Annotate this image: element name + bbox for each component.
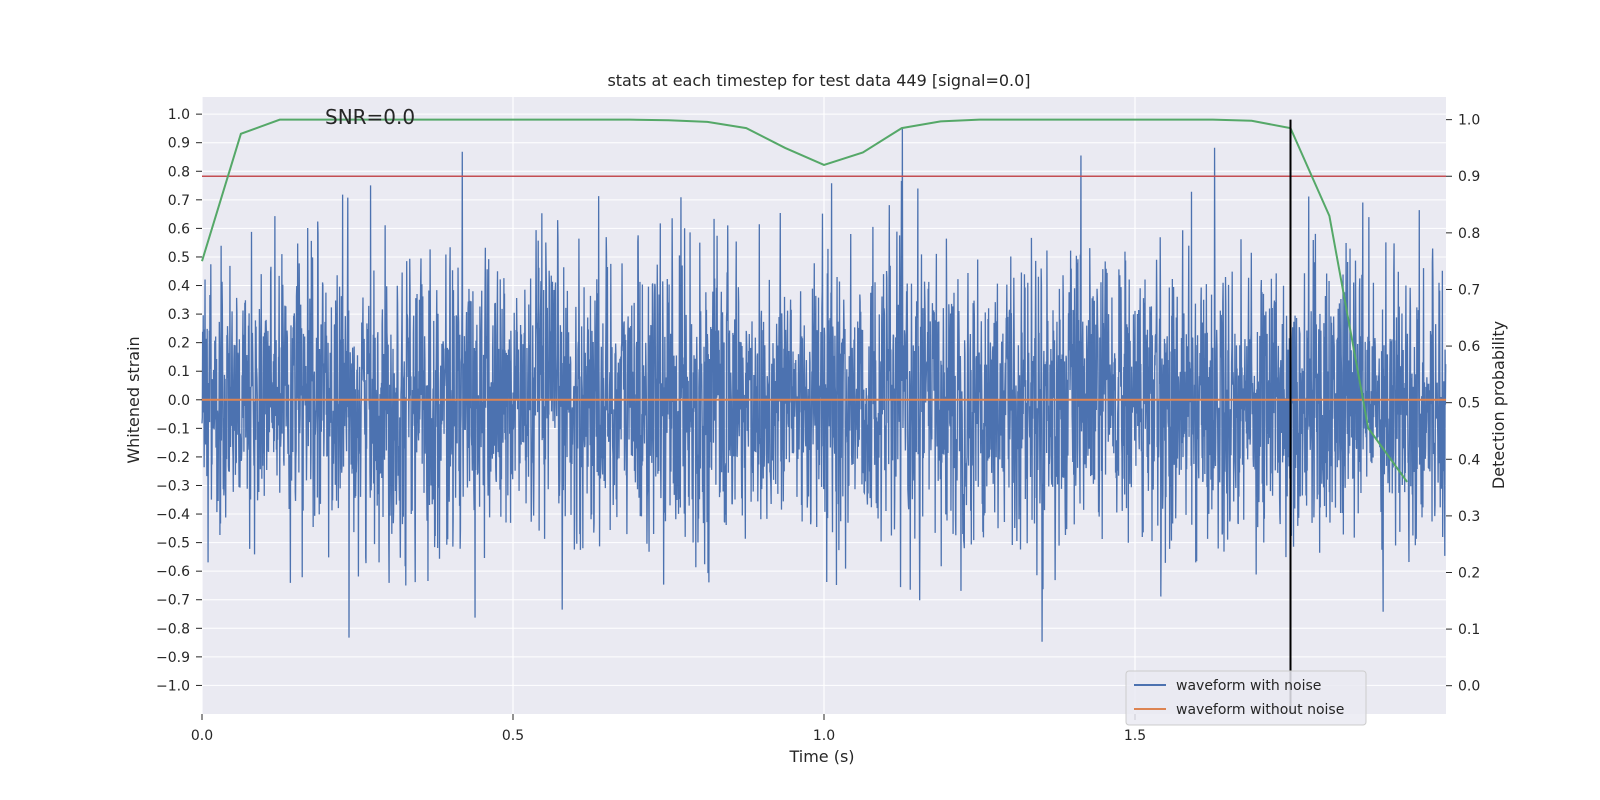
legend-label-clean: waveform without noise [1176,702,1344,718]
left-axis: −1.0 −0.9 −0.8 −0.7 −0.6 −0.5 −0.4 −0.3 −0.2 −0.1… [156,107,202,694]
left-tick-label: 0.7 [168,193,190,209]
left-tick-label: −0.8 [156,621,190,637]
series-waveform-with-noise [201,128,1447,642]
left-tick-label: −0.6 [156,564,190,580]
noise-waveform-line [201,128,1447,642]
left-tick-label: 0.2 [168,336,190,352]
left-tick-label: 0.6 [168,221,190,237]
x-tick-label: 0.0 [191,728,213,744]
right-tick-label: 0.1 [1458,622,1480,638]
right-tick-label: 1.0 [1458,113,1480,129]
left-tick-label: −1.0 [156,678,190,694]
left-tick-label: 0.8 [168,164,190,180]
right-axis: 0.0 0.1 0.2 0.3 0.4 0.5 0.6 0.7 0.8 0.9 1.0 [1446,113,1480,695]
left-tick-label: 0.5 [168,250,190,266]
right-tick-label: 0.0 [1458,679,1480,695]
right-tick-label: 0.5 [1458,396,1480,412]
x-tick-label: 0.5 [502,728,524,744]
right-tick-label: 0.9 [1458,169,1480,185]
series-detection-probability [201,118,1408,483]
x-tick-label: 1.0 [813,728,835,744]
left-tick-label: 0.4 [168,279,190,295]
right-tick-label: 0.6 [1458,339,1480,355]
left-tick-label: −0.5 [156,536,190,552]
y-axis-label-left: Whitened strain [124,336,143,463]
left-tick-label: 0.0 [168,393,190,409]
legend: waveform with noise waveform without noi… [1125,670,1367,726]
left-tick-label: −0.9 [156,650,190,666]
right-tick-label: 0.3 [1458,509,1480,525]
left-tick-label: 0.3 [168,307,190,323]
left-tick-label: −0.4 [156,507,190,523]
right-tick-label: 0.7 [1458,282,1480,298]
left-tick-label: 1.0 [168,107,190,123]
legend-box [1125,670,1367,726]
right-tick-label: 0.2 [1458,565,1480,581]
x-tick-label: 1.5 [1124,728,1146,744]
legend-label-noise: waveform with noise [1176,678,1321,694]
left-tick-label: 0.9 [168,136,190,152]
left-tick-label: −0.3 [156,478,190,494]
x-axis-label: Time (s) [788,747,854,766]
y-axis-label-right: Detection probability [1489,321,1508,489]
x-axis: 0.0 0.5 1.0 1.5 [191,714,1146,744]
right-tick-label: 0.4 [1458,452,1480,468]
chart-title: stats at each timestep for test data 449… [607,71,1030,90]
right-tick-label: 0.8 [1458,226,1480,242]
left-tick-label: −0.1 [156,421,190,437]
left-tick-label: 0.1 [168,364,190,380]
left-tick-label: −0.7 [156,593,190,609]
snr-annotation: SNR=0.0 [325,105,415,129]
left-tick-label: −0.2 [156,450,190,466]
probability-line [201,118,1408,483]
